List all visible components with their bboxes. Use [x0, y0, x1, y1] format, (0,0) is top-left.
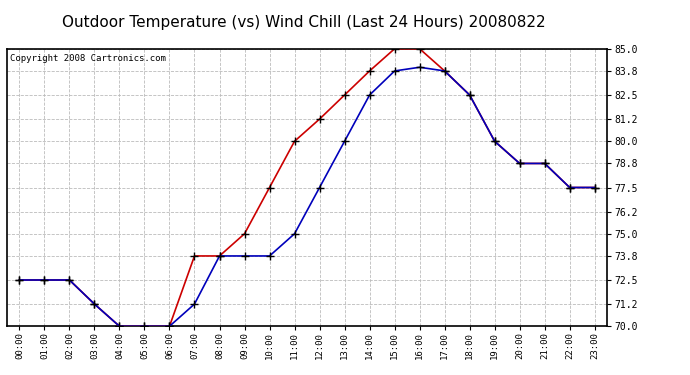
Text: Outdoor Temperature (vs) Wind Chill (Last 24 Hours) 20080822: Outdoor Temperature (vs) Wind Chill (Las…: [62, 15, 545, 30]
Text: Copyright 2008 Cartronics.com: Copyright 2008 Cartronics.com: [10, 54, 166, 63]
